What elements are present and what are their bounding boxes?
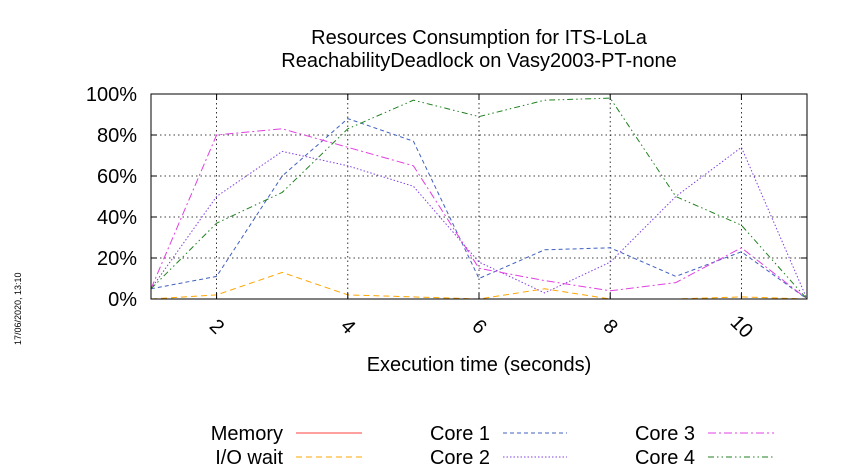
legend-label-memory: Memory [211,423,283,445]
series-line-core-4 [150,97,808,300]
series-line-core-3 [150,128,808,300]
x-tick-label: 2 [205,315,228,338]
x-axis-label: Execution time (seconds) [367,354,592,376]
y-tick-label: 0% [108,289,137,311]
series-line-core-2 [150,146,808,300]
chart-title-line-1: Resources Consumption for ITS-LoLa [311,27,648,49]
grid-layer [151,94,807,299]
series-line-core-1 [150,118,808,300]
x-tick-label: 10 [726,311,757,342]
x-tick-label: 6 [467,315,490,338]
tick-layer: 0% 20% 40% 60% 80% 100% 2 4 6 8 10 [86,84,807,343]
y-tick-label: 40% [97,207,137,229]
legend-label-core-3: Core 3 [635,423,695,445]
x-tick-label: 8 [598,315,621,338]
y-tick-label: 20% [97,248,137,270]
y-tick-label: 80% [97,125,137,147]
x-tick-label: 4 [336,315,359,338]
chart-title-line-2: ReachabilityDeadlock on Vasy2003-PT-none [281,50,676,72]
y-tick-label: 60% [97,166,137,188]
timestamp-label: 17/06/2020, 13:10 [13,272,23,345]
legend-label-i-o-wait: I/O wait [215,447,283,469]
legend-label-core-4: Core 4 [635,447,695,469]
y-tick-label: 100% [86,84,137,106]
legend-label-core-2: Core 2 [430,447,490,469]
legend-label-core-1: Core 1 [430,423,490,445]
